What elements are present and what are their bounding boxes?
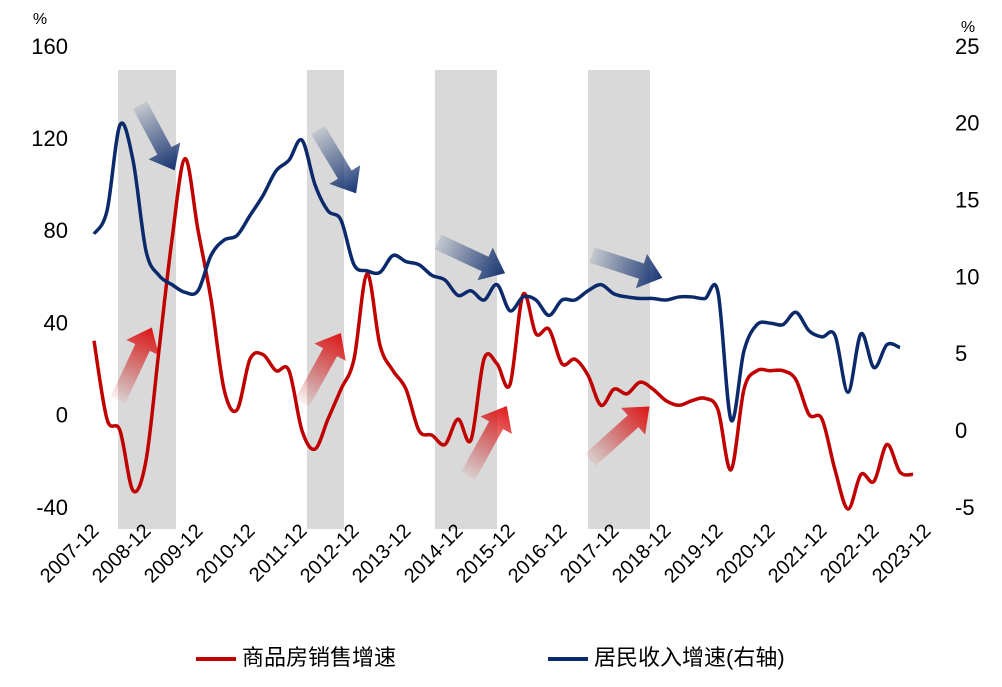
y2-tick-label: 0 bbox=[955, 418, 967, 443]
y-tick-label: 160 bbox=[31, 34, 68, 59]
y-tick-label: 0 bbox=[56, 403, 68, 428]
y2-tick-label: 15 bbox=[955, 187, 979, 212]
series-line bbox=[92, 121, 901, 423]
y2-tick-label: 10 bbox=[955, 264, 979, 289]
x-tick-label: 2023-12 bbox=[868, 520, 935, 587]
arrow bbox=[110, 327, 159, 404]
plot bbox=[92, 121, 914, 511]
y2-tick-label: 25 bbox=[955, 34, 979, 59]
y-tick-label: 40 bbox=[44, 310, 68, 335]
arrow bbox=[589, 247, 663, 289]
series-line bbox=[92, 156, 914, 511]
x-tick-label: 2010-12 bbox=[192, 520, 259, 587]
trend-arrows bbox=[110, 101, 663, 480]
y-unit: % bbox=[33, 11, 47, 28]
y2-tick-label: -5 bbox=[955, 495, 975, 520]
arrow bbox=[461, 406, 512, 480]
y-tick-label: 80 bbox=[44, 218, 68, 243]
arrow bbox=[311, 125, 361, 194]
legend-label: 居民收入增速(右轴) bbox=[594, 645, 785, 670]
arrow bbox=[132, 101, 181, 171]
legend-label: 商品房销售增速 bbox=[242, 645, 396, 670]
y2-tick-label: 5 bbox=[955, 341, 967, 366]
y2-tick-label: 20 bbox=[955, 111, 979, 136]
arrow bbox=[295, 333, 346, 407]
arrow bbox=[434, 234, 506, 281]
y-tick-label: 120 bbox=[31, 126, 68, 151]
shaded-period bbox=[435, 70, 497, 529]
arrow bbox=[584, 406, 650, 466]
y2-unit: % bbox=[961, 19, 975, 36]
y-tick-label: -40 bbox=[36, 495, 68, 520]
